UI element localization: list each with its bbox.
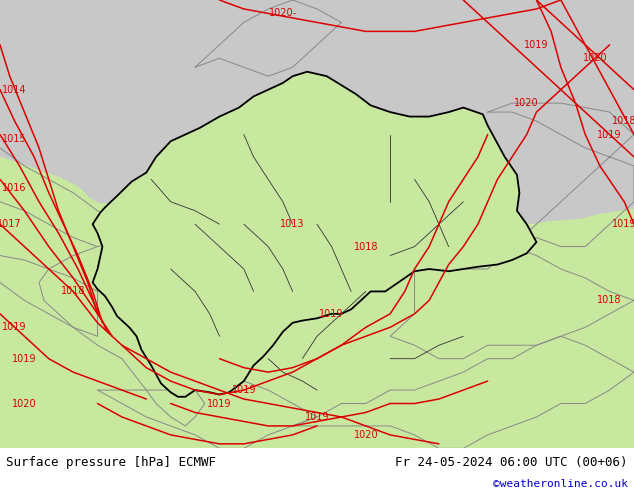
Text: 1019: 1019 xyxy=(320,309,344,319)
Text: 1013: 1013 xyxy=(280,219,305,229)
Text: ©weatheronline.co.uk: ©weatheronline.co.uk xyxy=(493,479,628,489)
Text: 1018: 1018 xyxy=(612,116,634,126)
Text: 1019: 1019 xyxy=(12,354,37,364)
Text: 1019: 1019 xyxy=(305,412,329,422)
Polygon shape xyxy=(340,0,634,83)
Polygon shape xyxy=(93,72,536,397)
Text: 1015: 1015 xyxy=(3,134,27,144)
Text: 1018: 1018 xyxy=(354,242,378,251)
Text: 1016: 1016 xyxy=(3,183,27,194)
Polygon shape xyxy=(0,0,634,252)
Text: 1018: 1018 xyxy=(597,295,622,305)
Text: Fr 24-05-2024 06:00 UTC (00+06): Fr 24-05-2024 06:00 UTC (00+06) xyxy=(395,456,628,469)
Text: 1019: 1019 xyxy=(597,129,622,140)
Text: 1020: 1020 xyxy=(583,53,607,63)
Text: 1020: 1020 xyxy=(514,98,539,108)
Text: 1020-: 1020- xyxy=(269,8,297,19)
Text: 1020: 1020 xyxy=(354,430,378,440)
Text: 1019: 1019 xyxy=(612,219,634,229)
Text: 1019: 1019 xyxy=(231,385,256,395)
Text: 1017: 1017 xyxy=(0,219,22,229)
Text: Surface pressure [hPa] ECMWF: Surface pressure [hPa] ECMWF xyxy=(6,456,216,469)
Text: 1018: 1018 xyxy=(61,287,86,296)
Text: 1014: 1014 xyxy=(3,85,27,95)
Text: 1020: 1020 xyxy=(12,398,37,409)
Text: 1019: 1019 xyxy=(3,322,27,332)
Text: 1019: 1019 xyxy=(524,40,548,50)
Text: 1019: 1019 xyxy=(207,398,231,409)
